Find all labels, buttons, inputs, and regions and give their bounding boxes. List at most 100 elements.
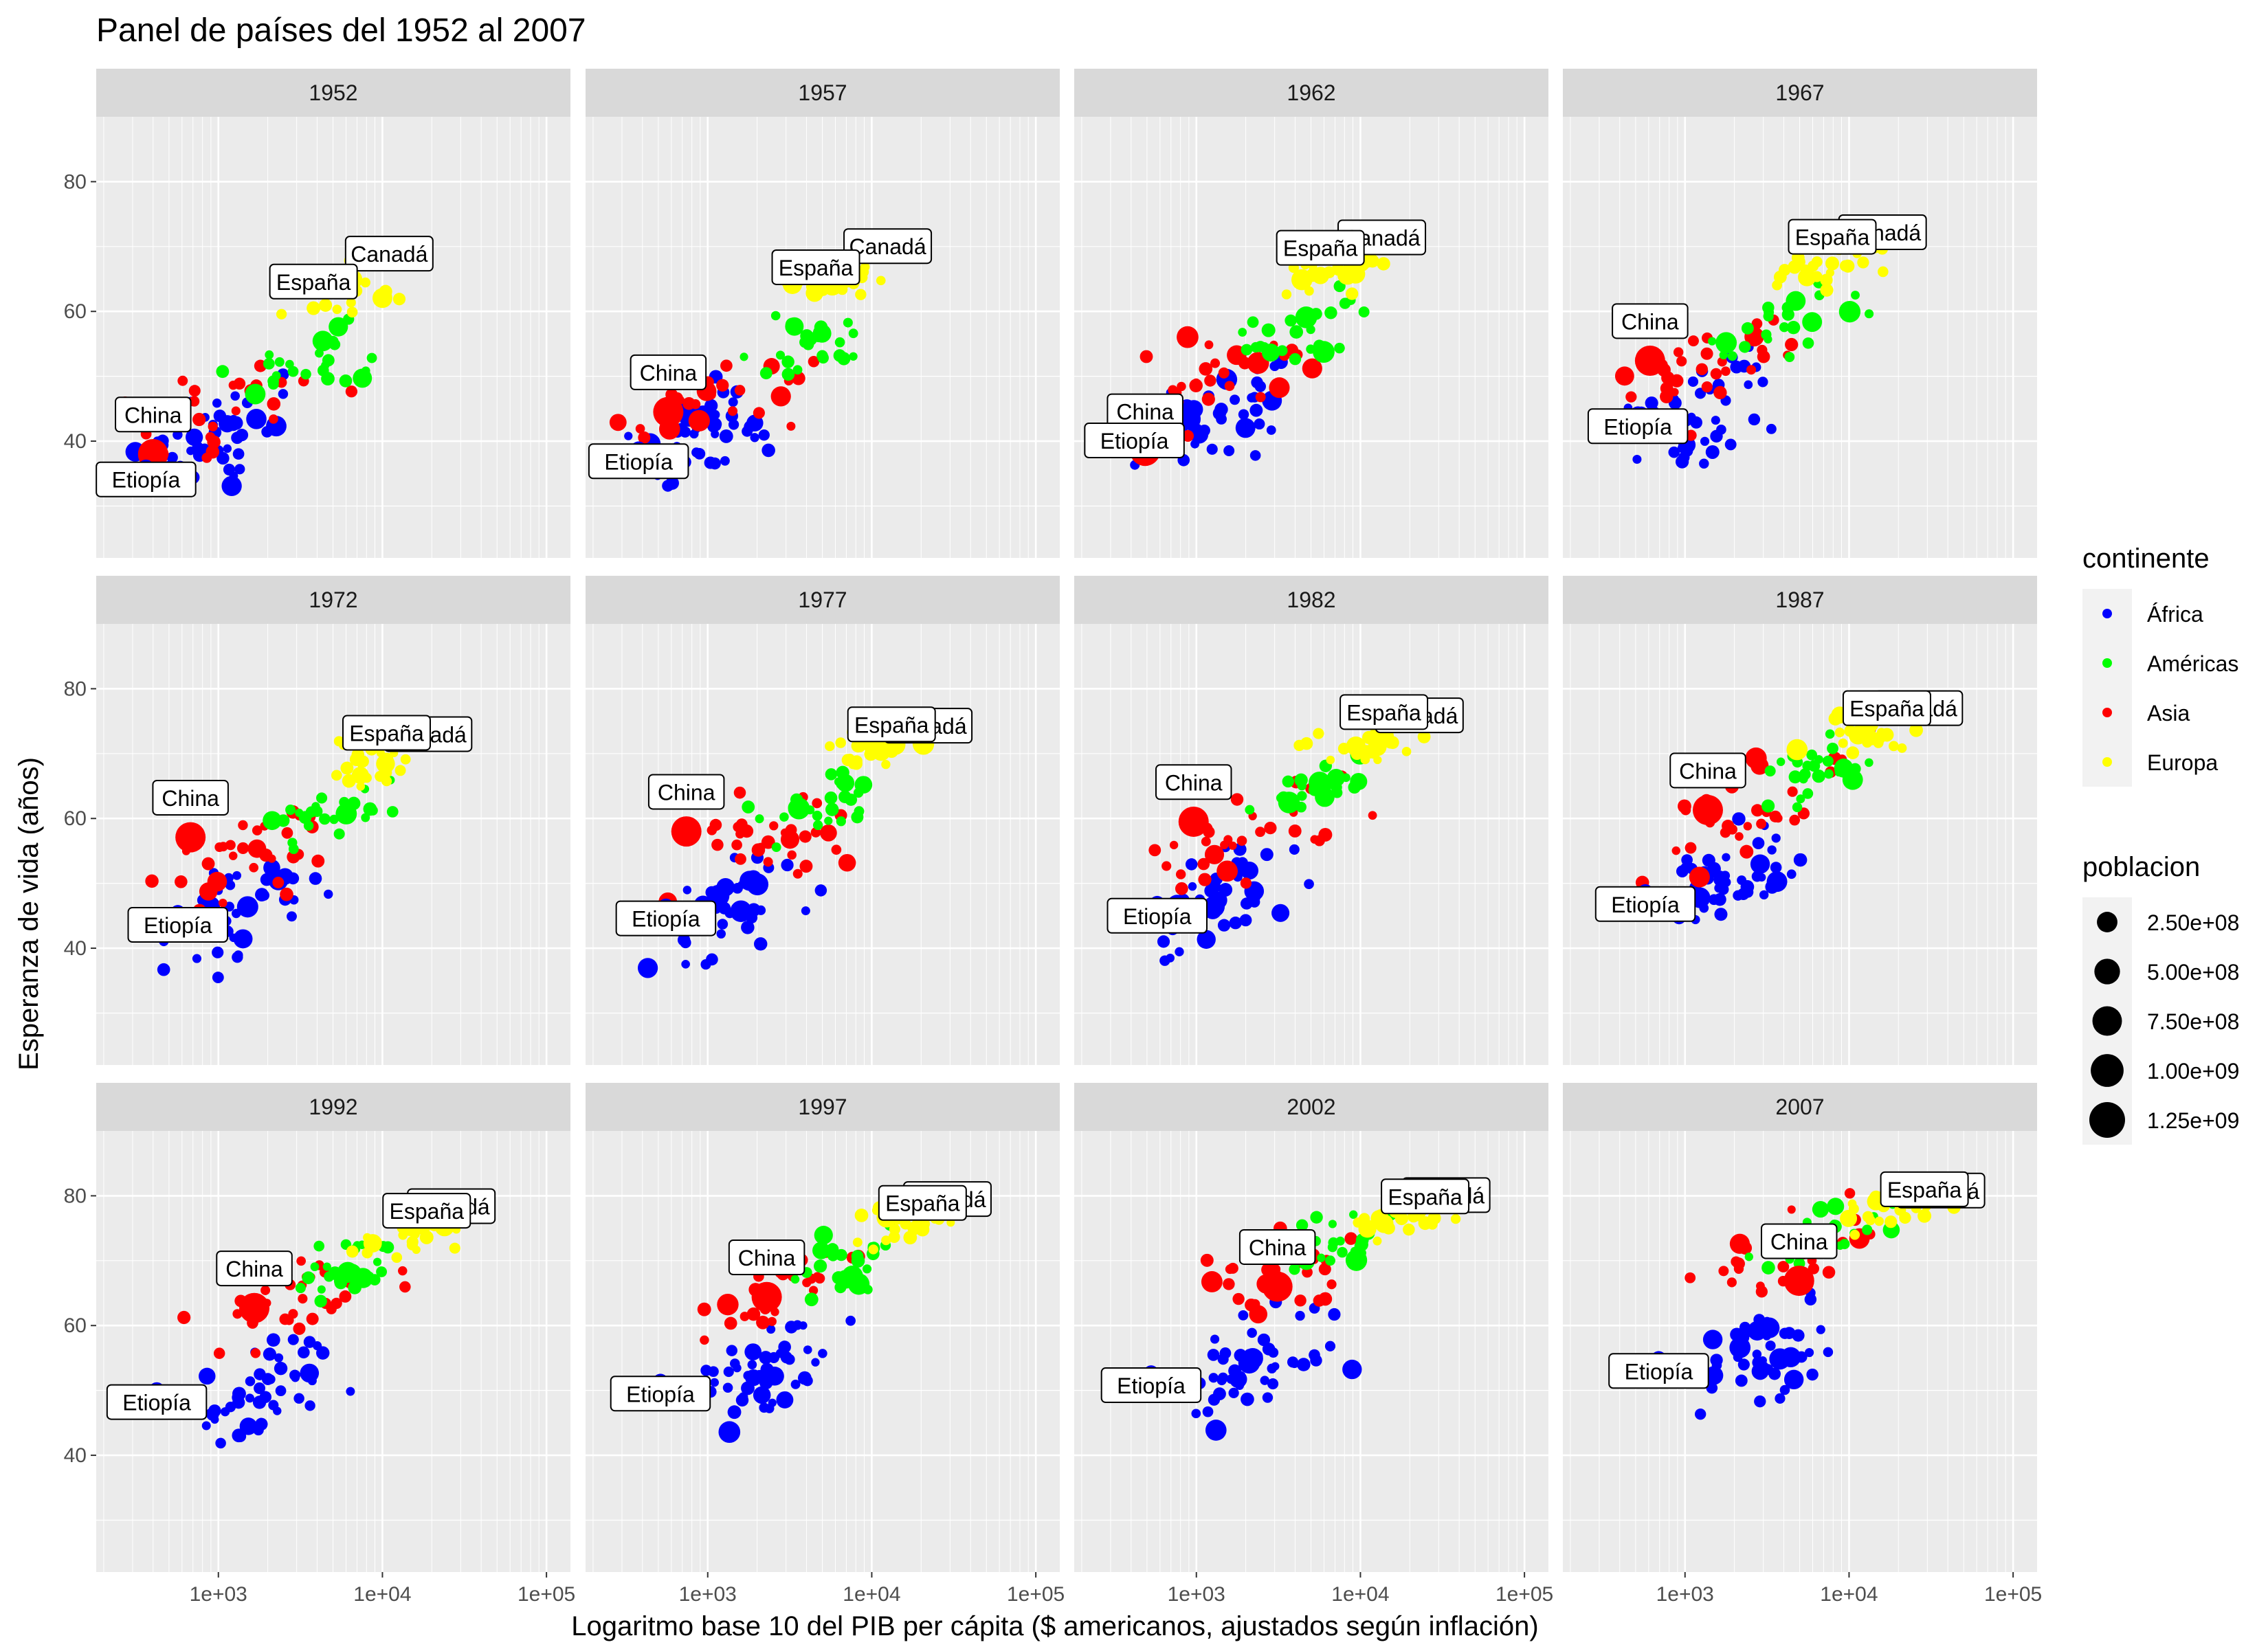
data-point — [1849, 1229, 1860, 1240]
data-point — [1197, 930, 1216, 949]
data-point — [1223, 1278, 1235, 1290]
data-point — [261, 1373, 274, 1385]
point-label-text: Etiopía — [144, 913, 212, 938]
data-point — [1300, 737, 1313, 750]
data-point — [1756, 818, 1767, 829]
data-point — [1751, 804, 1764, 817]
legend-key-4 — [2102, 757, 2112, 767]
data-point — [812, 810, 823, 821]
data-point — [779, 812, 789, 822]
data-point — [825, 741, 835, 752]
data-point — [201, 857, 215, 871]
data-point — [1198, 873, 1212, 886]
data-point — [1714, 908, 1728, 921]
data-point — [315, 348, 324, 358]
data-point — [1247, 316, 1259, 328]
data-point — [1840, 1209, 1858, 1227]
data-point — [1337, 1246, 1348, 1258]
data-point — [245, 1393, 255, 1403]
data-point — [720, 456, 730, 466]
data-point — [1357, 1248, 1366, 1258]
data-point — [1215, 899, 1225, 909]
data-point — [841, 754, 854, 767]
data-point — [1255, 392, 1266, 403]
data-point — [1899, 1211, 1911, 1224]
data-point — [321, 361, 330, 370]
data-point — [1820, 283, 1834, 297]
data-point — [1200, 1253, 1214, 1267]
data-point — [837, 352, 851, 366]
data-point — [296, 1256, 307, 1266]
point-label: España — [1788, 218, 1877, 255]
data-point-espana — [809, 287, 823, 301]
data-point — [1713, 385, 1727, 400]
data-point — [1210, 881, 1221, 893]
data-point — [1717, 357, 1727, 367]
data-point — [1645, 396, 1658, 410]
data-point — [1709, 894, 1720, 906]
facet-panel-1957: 1957 Canadá China Etiopía España — [586, 69, 1060, 558]
data-point — [733, 786, 746, 799]
facet-strip-label: 1952 — [309, 80, 357, 105]
data-point — [1238, 328, 1247, 337]
data-point — [1769, 1348, 1791, 1370]
data-point — [275, 1385, 287, 1397]
data-point — [706, 953, 718, 966]
data-point — [1750, 854, 1770, 874]
data-point — [1827, 742, 1838, 754]
x-tick-label: 1e+05 — [518, 1583, 575, 1606]
data-point — [1751, 318, 1763, 330]
data-point — [1807, 317, 1817, 327]
data-point-espana — [1313, 267, 1328, 282]
data-point — [1289, 1358, 1300, 1369]
data-point — [1789, 814, 1801, 826]
data-point — [333, 736, 344, 747]
data-point — [449, 1242, 460, 1254]
chart-title: Panel de países del 1952 al 2007 — [96, 12, 586, 49]
data-point — [1309, 772, 1331, 794]
point-label-box — [216, 1250, 293, 1287]
data-point — [690, 399, 701, 410]
point-label-text: China — [658, 780, 715, 805]
data-point — [716, 379, 729, 392]
data-point — [688, 410, 710, 431]
data-point — [339, 374, 353, 388]
data-point — [812, 798, 823, 809]
data-point — [241, 1418, 252, 1431]
data-point — [278, 389, 289, 399]
data-point — [1696, 363, 1709, 376]
data-point — [1744, 380, 1753, 390]
point-label-box — [1084, 423, 1185, 459]
data-point — [1205, 1420, 1227, 1441]
data-point — [835, 1248, 847, 1261]
point-label-box — [1612, 303, 1689, 339]
facet-strip-label: 1992 — [309, 1095, 357, 1119]
data-point — [1166, 953, 1175, 963]
data-point — [276, 377, 287, 388]
point-label: España — [1339, 694, 1429, 730]
data-point — [229, 471, 238, 480]
data-point — [1699, 458, 1709, 469]
data-point — [814, 1226, 833, 1245]
data-point — [814, 1259, 827, 1273]
facet-strip — [96, 1083, 570, 1131]
data-point — [1358, 1220, 1377, 1238]
x-tick-label: 1e+03 — [1168, 1583, 1225, 1606]
data-point — [1228, 1387, 1239, 1398]
data-point — [801, 906, 810, 916]
y-tick-label: 40 — [64, 1444, 87, 1467]
data-point — [1731, 1256, 1742, 1267]
data-point — [1401, 747, 1412, 756]
data-point — [831, 844, 842, 855]
data-point — [1839, 1239, 1850, 1250]
data-point — [1216, 1375, 1227, 1386]
point-label-text: Etiopía — [1611, 893, 1680, 917]
point-label-box — [610, 1376, 711, 1412]
legend-label: 7.50e+08 — [2147, 1009, 2239, 1034]
data-point — [274, 1361, 288, 1376]
data-point — [253, 1424, 264, 1436]
data-point — [1739, 341, 1751, 353]
data-point — [207, 435, 221, 449]
point-label-box — [1608, 1353, 1709, 1389]
facet-strip — [1074, 69, 1548, 117]
